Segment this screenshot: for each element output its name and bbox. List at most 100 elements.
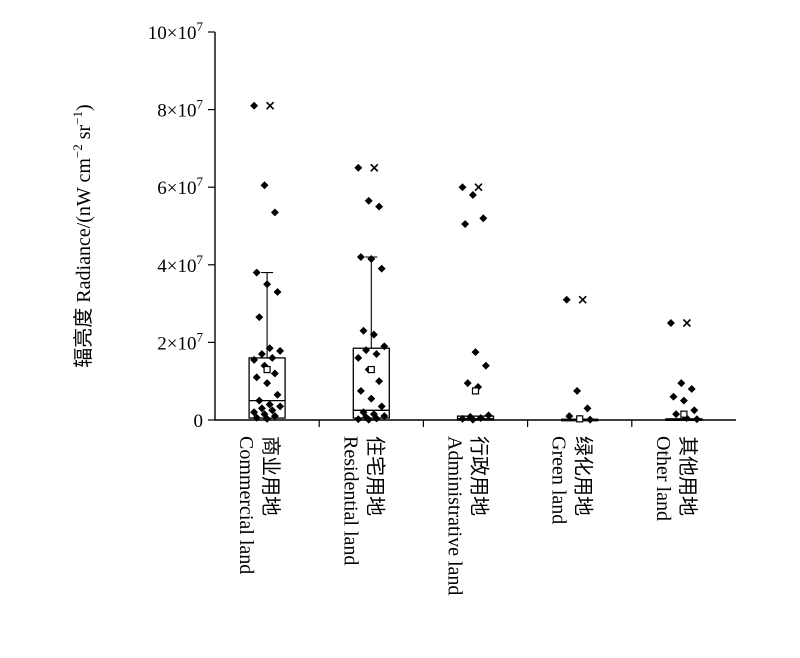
data-point <box>458 183 467 192</box>
y-tick-label: 8×107 <box>157 97 203 122</box>
box-2 <box>352 163 390 424</box>
data-point <box>666 319 675 327</box>
data-point <box>250 101 259 110</box>
data-point <box>562 295 571 304</box>
box-1 <box>248 101 286 423</box>
max-marker <box>370 163 379 172</box>
box-3 <box>456 183 495 424</box>
data-point <box>479 214 488 223</box>
data-point <box>354 415 363 424</box>
data-point <box>471 348 480 357</box>
y-tick-label: 10×107 <box>148 19 204 44</box>
data-point <box>263 379 272 388</box>
data-point <box>461 220 470 229</box>
data-point <box>369 330 378 339</box>
data-point <box>377 264 386 273</box>
plot-area <box>215 101 736 427</box>
data-point <box>380 412 389 421</box>
data-point <box>354 163 363 172</box>
data-point <box>255 313 264 322</box>
data-point <box>679 396 688 405</box>
data-point <box>270 208 279 217</box>
data-point <box>669 392 678 401</box>
y-axis: 0 2×107 4×107 6×107 8×107 10×107 <box>148 19 216 432</box>
data-point <box>263 414 272 423</box>
mean-marker <box>471 387 480 395</box>
data-point <box>252 413 261 422</box>
data-point <box>270 369 279 378</box>
y-axis-title: 辐亮度 Radiance/(nW cm−2 sr−1) <box>70 104 95 367</box>
y-tick-label: 2×107 <box>157 329 203 354</box>
data-point <box>677 379 686 388</box>
max-marker <box>474 183 483 192</box>
data-point <box>356 253 365 261</box>
data-point <box>359 326 368 335</box>
data-point <box>586 415 595 424</box>
data-point <box>484 411 493 420</box>
data-point <box>372 414 381 423</box>
category-label-zh: 其他用地 <box>676 436 699 516</box>
y-tick-label: 4×107 <box>157 252 203 277</box>
data-point <box>257 350 266 358</box>
mean-marker <box>576 415 584 423</box>
data-point <box>476 414 485 423</box>
data-point <box>367 255 376 263</box>
category-label-en: Commercial land <box>235 436 257 574</box>
data-point <box>273 288 282 296</box>
data-point <box>375 202 384 211</box>
box-4 <box>561 295 599 424</box>
data-point <box>252 268 261 277</box>
data-point <box>583 404 592 413</box>
data-point <box>270 412 279 421</box>
data-point <box>372 350 381 358</box>
mean-marker <box>367 365 375 374</box>
y-tick-label: 0 <box>194 411 204 432</box>
mean-marker <box>680 410 688 418</box>
data-point <box>354 353 363 362</box>
data-point <box>375 377 384 386</box>
box-5 <box>665 318 703 424</box>
data-point <box>463 379 472 388</box>
data-point <box>672 410 681 419</box>
data-point <box>257 404 266 413</box>
max-marker <box>578 295 587 304</box>
category-label-en: Administrative land <box>444 436 466 595</box>
data-point <box>367 394 376 403</box>
data-point <box>468 191 477 199</box>
data-point <box>481 361 490 370</box>
y-axis-title-text: 辐亮度 Radiance/(nW cm−2 sr−1) <box>70 104 95 367</box>
data-point <box>573 386 582 395</box>
data-point <box>265 344 274 353</box>
category-label-en: Other land <box>652 436 674 521</box>
data-point <box>263 280 272 289</box>
category-label-zh: 行政用地 <box>468 436 491 516</box>
data-point <box>268 353 277 362</box>
data-point <box>364 415 373 424</box>
data-point <box>377 402 386 411</box>
data-point <box>364 196 373 205</box>
max-marker <box>682 318 691 328</box>
data-point <box>687 385 696 393</box>
max-marker <box>266 101 275 110</box>
data-point <box>692 415 701 424</box>
data-point <box>268 406 277 415</box>
category-label-zh: 住宅用地 <box>363 436 386 516</box>
data-point <box>356 386 365 395</box>
data-point <box>468 415 477 424</box>
data-point <box>260 181 269 190</box>
category-label-zh: 商业用地 <box>259 436 282 516</box>
data-point <box>276 346 285 355</box>
data-point <box>458 414 467 423</box>
data-point <box>255 396 264 405</box>
category-label-en: Green land <box>548 436 570 524</box>
data-point <box>252 373 261 382</box>
mean-marker <box>263 365 271 374</box>
data-point <box>690 406 699 415</box>
data-point <box>362 346 371 355</box>
data-point <box>380 342 389 351</box>
data-point <box>265 400 274 409</box>
category-label-zh: 绿化用地 <box>572 436 595 516</box>
data-point <box>276 402 285 411</box>
